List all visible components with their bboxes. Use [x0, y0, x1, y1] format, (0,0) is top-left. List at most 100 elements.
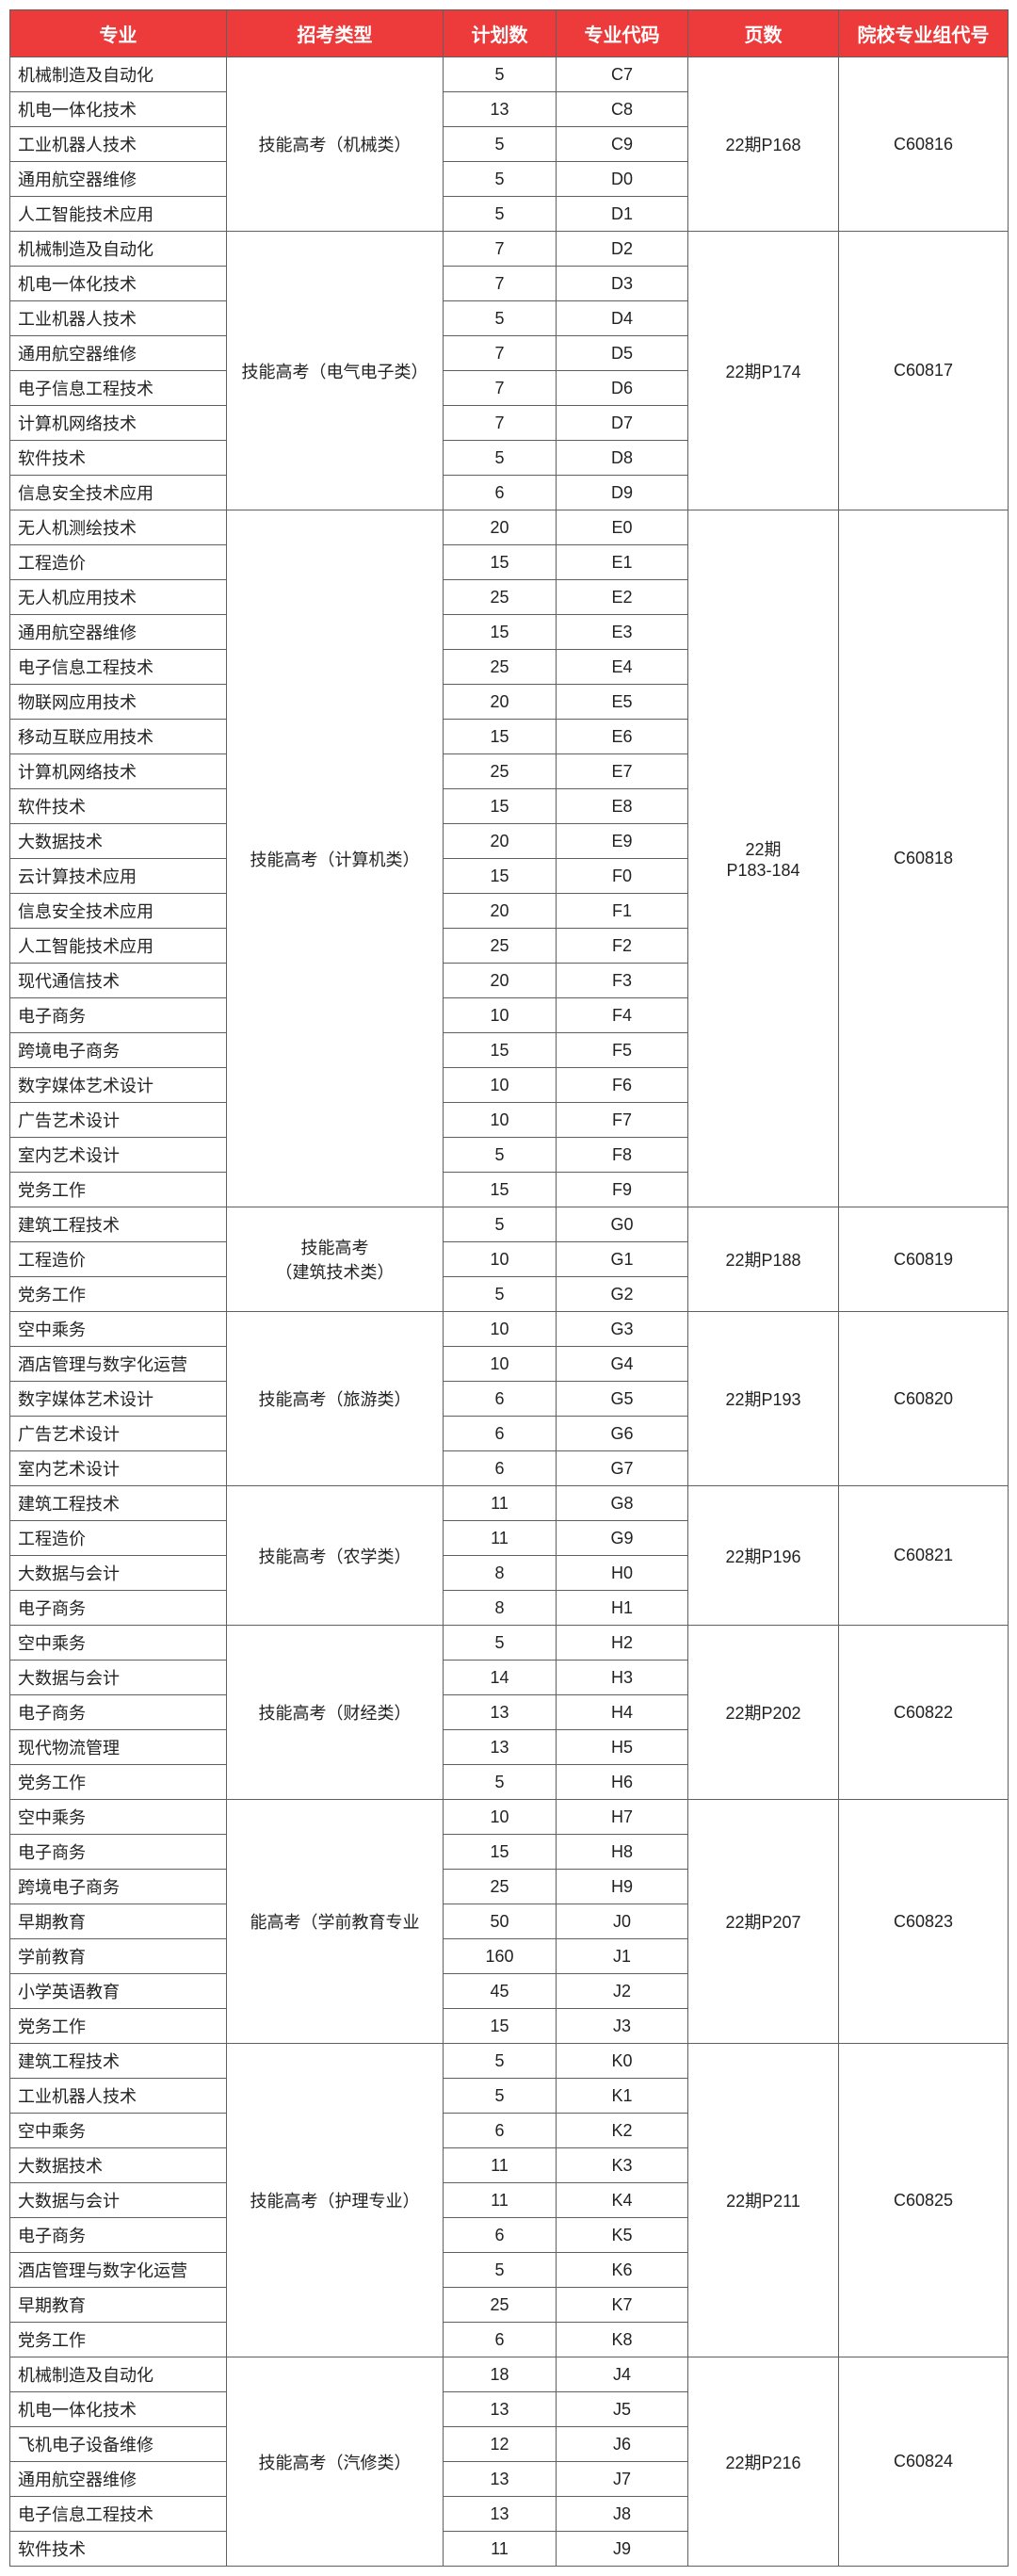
cell-plan-count: 20	[444, 685, 557, 720]
cell-group-code: C60817	[839, 232, 1009, 510]
cell-major: 信息安全技术应用	[10, 476, 227, 510]
cell-major: 建筑工程技术	[10, 1486, 227, 1521]
cell-major-code: H9	[557, 1870, 688, 1904]
cell-major: 工程造价	[10, 1521, 227, 1556]
cell-major-code: G3	[557, 1312, 688, 1347]
cell-plan-count: 5	[444, 301, 557, 336]
cell-major-code: D7	[557, 406, 688, 441]
cell-exam-type: 技能高考（机械类）	[227, 57, 444, 232]
cell-major-code: G7	[557, 1451, 688, 1486]
table-row: 建筑工程技术技能高考 （建筑技术类）5G022期P188C60819	[10, 1207, 1009, 1242]
cell-plan-count: 10	[444, 998, 557, 1033]
cell-major-code: K0	[557, 2044, 688, 2079]
cell-major: 跨境电子商务	[10, 1870, 227, 1904]
cell-exam-type: 技能高考（农学类）	[227, 1486, 444, 1626]
cell-major-code: F0	[557, 859, 688, 894]
cell-major: 室内艺术设计	[10, 1451, 227, 1486]
cell-major: 学前教育	[10, 1939, 227, 1974]
cell-major-code: F6	[557, 1068, 688, 1103]
cell-major-code: J6	[557, 2427, 688, 2462]
cell-major-code: G2	[557, 1277, 688, 1312]
cell-plan-count: 15	[444, 859, 557, 894]
cell-plan-count: 6	[444, 1451, 557, 1486]
cell-major-code: D4	[557, 301, 688, 336]
cell-major: 电子商务	[10, 1835, 227, 1870]
cell-major: 早期教育	[10, 2288, 227, 2323]
cell-group-code: C60816	[839, 57, 1009, 232]
cell-major: 电子信息工程技术	[10, 650, 227, 685]
table-row: 建筑工程技术技能高考（护理专业）5K022期P211C60825	[10, 2044, 1009, 2079]
cell-major: 现代通信技术	[10, 964, 227, 998]
cell-major: 大数据技术	[10, 824, 227, 859]
cell-major-code: E1	[557, 545, 688, 580]
cell-major: 跨境电子商务	[10, 1033, 227, 1068]
cell-major-code: D9	[557, 476, 688, 510]
cell-major-code: K4	[557, 2183, 688, 2218]
cell-major-code: D3	[557, 267, 688, 301]
cell-major-code: E9	[557, 824, 688, 859]
cell-plan-count: 25	[444, 650, 557, 685]
cell-major-code: D6	[557, 371, 688, 406]
cell-plan-count: 5	[444, 441, 557, 476]
col-header-type: 招考类型	[227, 10, 444, 57]
table-header-row: 专业 招考类型 计划数 专业代码 页数 院校专业组代号	[10, 10, 1009, 57]
cell-plan-count: 6	[444, 476, 557, 510]
cell-major-code: F5	[557, 1033, 688, 1068]
cell-plan-count: 6	[444, 2218, 557, 2253]
cell-plan-count: 5	[444, 2253, 557, 2288]
cell-major-code: J9	[557, 2532, 688, 2567]
cell-page: 22期P168	[688, 57, 839, 232]
cell-major-code: J5	[557, 2392, 688, 2427]
cell-major: 通用航空器维修	[10, 162, 227, 197]
cell-major: 机电一体化技术	[10, 267, 227, 301]
cell-major-code: H0	[557, 1556, 688, 1591]
cell-group-code: C60824	[839, 2357, 1009, 2567]
cell-major-code: J3	[557, 2009, 688, 2044]
cell-major: 空中乘务	[10, 1312, 227, 1347]
cell-major: 党务工作	[10, 1277, 227, 1312]
cell-major-code: H4	[557, 1695, 688, 1730]
cell-plan-count: 20	[444, 894, 557, 929]
table-row: 机械制造及自动化技能高考（机械类）5C722期P168C60816	[10, 57, 1009, 92]
cell-page: 22期P196	[688, 1486, 839, 1626]
cell-major: 大数据与会计	[10, 1556, 227, 1591]
cell-major-code: J0	[557, 1904, 688, 1939]
cell-plan-count: 10	[444, 1242, 557, 1277]
cell-plan-count: 11	[444, 1486, 557, 1521]
cell-major-code: K8	[557, 2323, 688, 2357]
cell-plan-count: 11	[444, 1521, 557, 1556]
cell-major: 机械制造及自动化	[10, 2357, 227, 2392]
cell-exam-type: 能高考（学前教育专业	[227, 1800, 444, 2044]
col-header-major: 专业	[10, 10, 227, 57]
cell-major: 党务工作	[10, 1173, 227, 1207]
cell-major-code: F8	[557, 1138, 688, 1173]
cell-major: 工业机器人技术	[10, 127, 227, 162]
cell-major-code: E5	[557, 685, 688, 720]
cell-major-code: D8	[557, 441, 688, 476]
cell-page: 22期 P183-184	[688, 510, 839, 1207]
cell-major: 数字媒体艺术设计	[10, 1068, 227, 1103]
cell-plan-count: 25	[444, 754, 557, 789]
cell-major: 现代物流管理	[10, 1730, 227, 1765]
cell-major-code: G9	[557, 1521, 688, 1556]
cell-major-code: H3	[557, 1661, 688, 1695]
cell-major: 酒店管理与数字化运营	[10, 2253, 227, 2288]
cell-major-code: F9	[557, 1173, 688, 1207]
cell-exam-type: 技能高考（财经类）	[227, 1626, 444, 1800]
cell-plan-count: 6	[444, 1417, 557, 1451]
col-header-plan: 计划数	[444, 10, 557, 57]
cell-major: 电子商务	[10, 1695, 227, 1730]
cell-plan-count: 5	[444, 127, 557, 162]
cell-page: 22期P202	[688, 1626, 839, 1800]
cell-major: 物联网应用技术	[10, 685, 227, 720]
cell-major: 党务工作	[10, 2323, 227, 2357]
cell-plan-count: 5	[444, 1277, 557, 1312]
cell-plan-count: 20	[444, 510, 557, 545]
cell-major: 通用航空器维修	[10, 336, 227, 371]
cell-major: 通用航空器维修	[10, 2462, 227, 2497]
cell-plan-count: 8	[444, 1556, 557, 1591]
cell-major: 无人机测绘技术	[10, 510, 227, 545]
cell-plan-count: 7	[444, 232, 557, 267]
cell-major: 建筑工程技术	[10, 1207, 227, 1242]
cell-exam-type: 技能高考（汽修类）	[227, 2357, 444, 2567]
